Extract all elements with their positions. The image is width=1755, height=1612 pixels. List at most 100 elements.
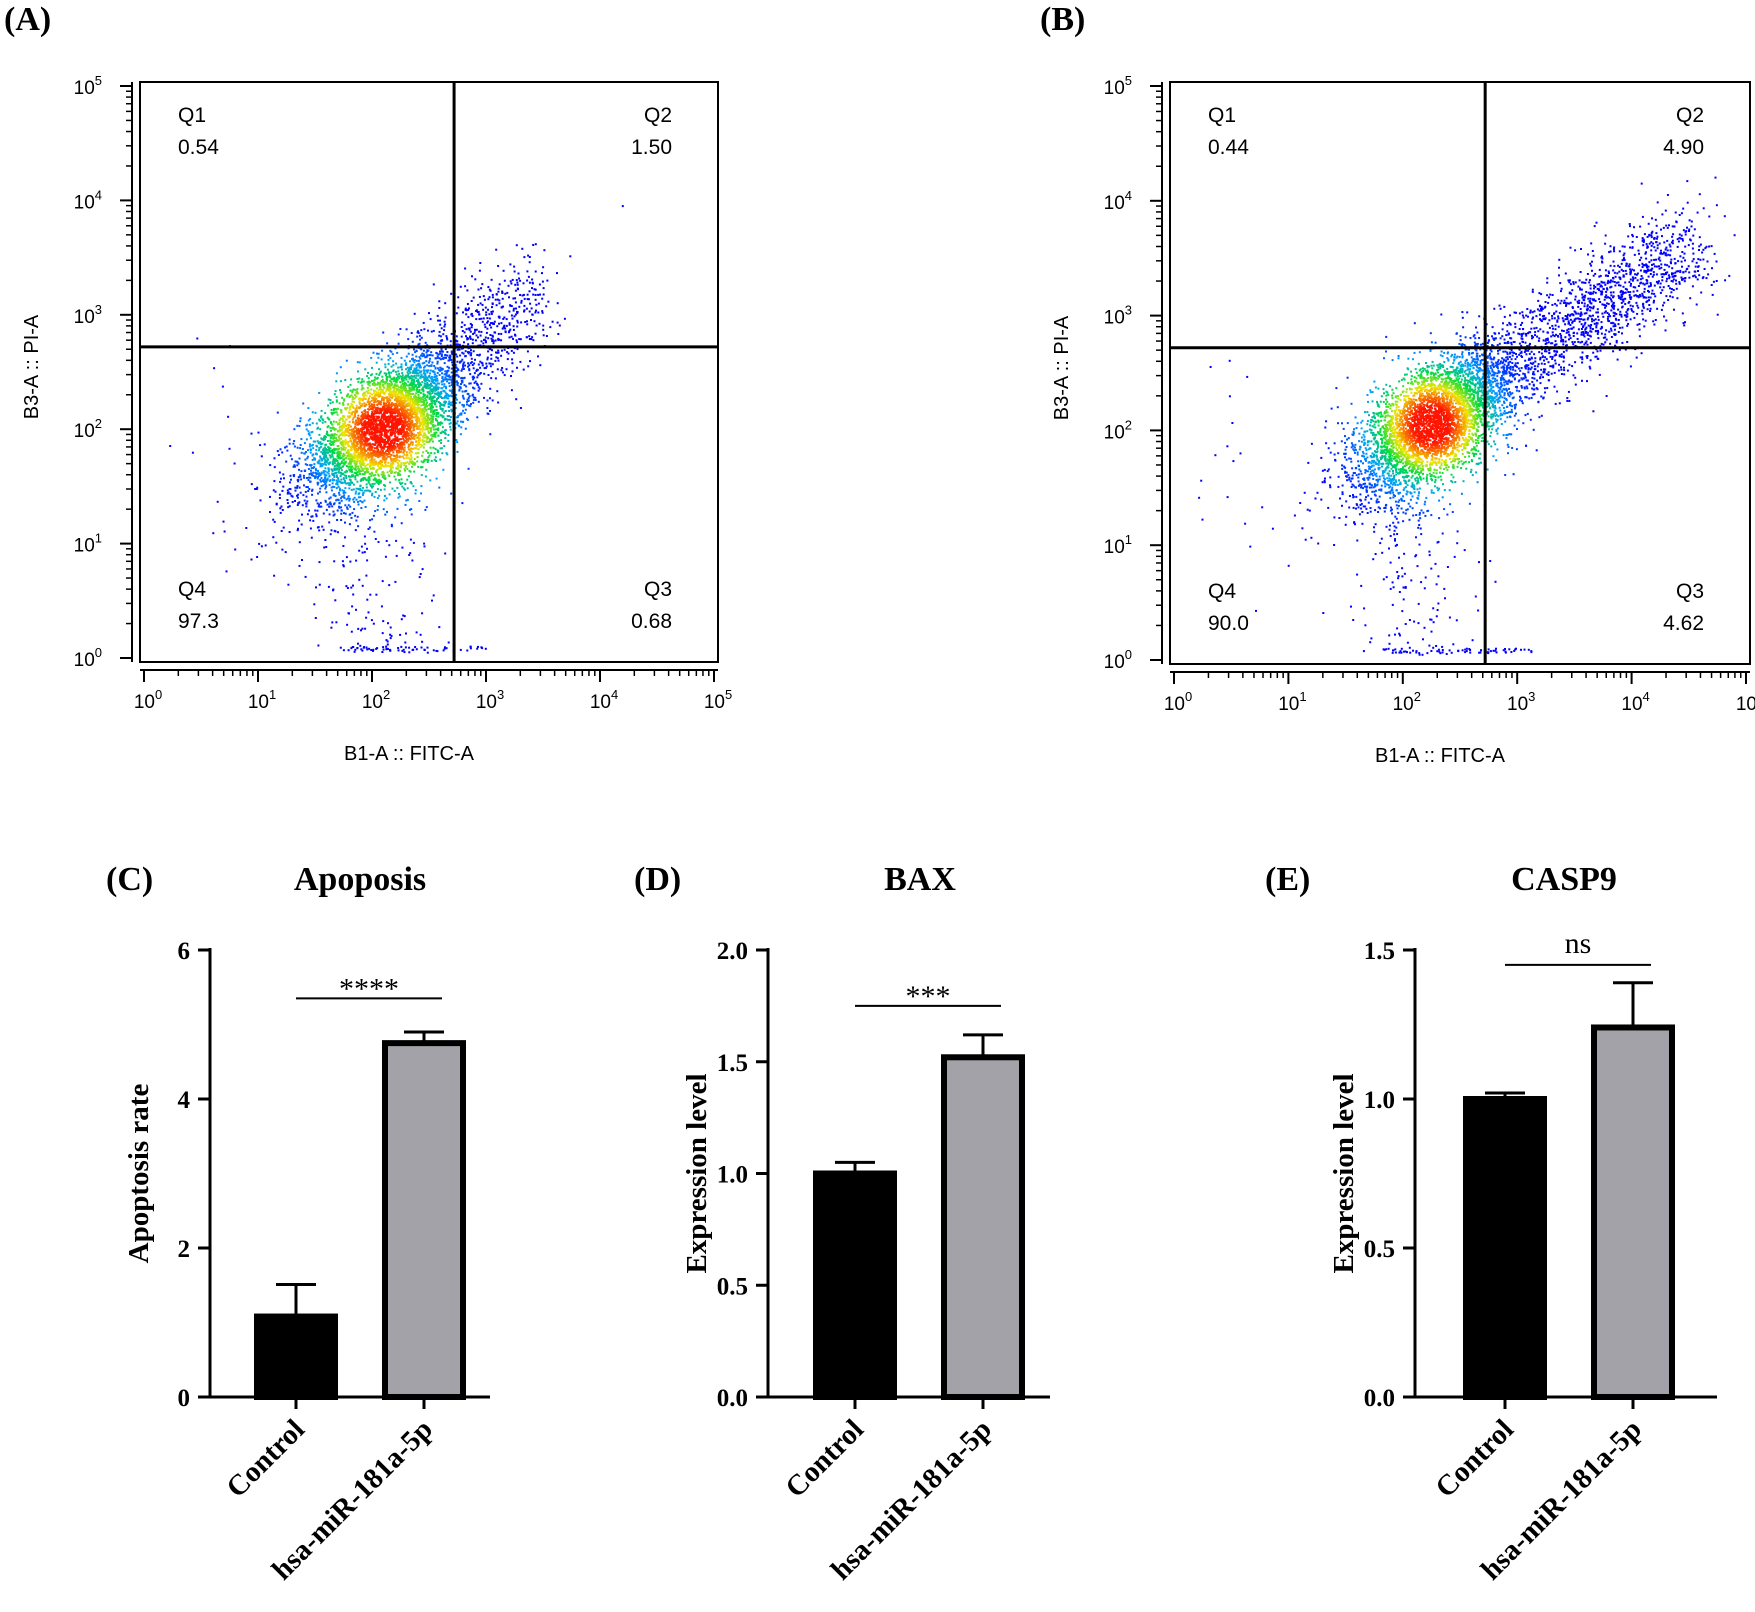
scatter-point xyxy=(347,504,350,507)
scatter-point xyxy=(337,452,340,455)
scatter-point xyxy=(348,424,351,427)
scatter-point xyxy=(333,434,336,437)
scatter-point xyxy=(388,394,391,397)
scatter-point xyxy=(417,443,420,446)
scatter-point xyxy=(303,476,306,479)
scatter-point xyxy=(337,499,340,502)
scatter-point xyxy=(400,396,403,399)
scatter-point xyxy=(405,368,408,371)
scatter-point xyxy=(385,436,388,439)
scatter-point xyxy=(391,423,394,426)
scatter-point xyxy=(409,417,411,420)
scatter-point xyxy=(374,477,377,480)
scatter-point xyxy=(391,470,394,473)
scatter-point xyxy=(319,505,321,508)
scatter-point xyxy=(338,501,341,504)
scatter-point xyxy=(357,467,360,470)
scatter-point xyxy=(290,478,292,481)
scatter-point xyxy=(395,390,398,393)
scatter-point xyxy=(349,437,352,440)
scatter-point xyxy=(435,388,438,391)
scatter-point xyxy=(428,397,431,399)
scatter-point xyxy=(419,338,422,341)
scatter-point xyxy=(338,447,340,450)
scatter-point xyxy=(367,528,370,530)
scatter-point xyxy=(421,352,424,355)
scatter-point xyxy=(341,481,344,484)
scatter-point xyxy=(396,351,399,354)
scatter-point xyxy=(333,469,336,471)
scatter-point xyxy=(343,474,346,477)
scatter-point xyxy=(370,467,372,470)
scatter-point xyxy=(361,489,364,492)
scatter-point xyxy=(289,474,292,477)
scatter-point xyxy=(431,440,434,443)
scatter-point xyxy=(481,283,484,286)
scatter-point xyxy=(425,403,428,406)
scatter-point xyxy=(312,440,315,443)
scatter-point xyxy=(318,433,321,436)
scatter-point xyxy=(348,468,351,471)
scatter-point xyxy=(335,438,338,441)
scatter-point xyxy=(366,401,369,403)
scatter-point xyxy=(495,293,498,296)
scatter-point xyxy=(328,480,331,483)
scatter-point xyxy=(421,454,424,457)
scatter-point xyxy=(352,483,355,486)
scatter-point xyxy=(420,474,423,477)
plot-frame xyxy=(139,81,719,663)
scatter-point xyxy=(423,384,426,387)
scatter-point xyxy=(460,383,462,385)
scatter-point xyxy=(448,400,451,403)
scatter-point xyxy=(357,418,359,421)
scatter-point xyxy=(350,447,353,450)
scatter-point xyxy=(406,435,409,438)
scatter-point xyxy=(307,430,310,433)
scatter-point xyxy=(330,450,332,453)
scatter-point xyxy=(419,446,422,449)
scatter-point xyxy=(376,387,378,390)
scatter-point xyxy=(380,467,382,470)
scatter-point xyxy=(423,432,426,435)
scatter-point xyxy=(329,501,332,504)
scatter-point xyxy=(421,466,424,469)
scatter-point xyxy=(401,389,404,392)
scatter-point xyxy=(464,427,467,430)
scatter-point xyxy=(401,427,404,430)
scatter-point xyxy=(411,441,414,444)
scatter-point xyxy=(420,421,423,424)
scatter-point xyxy=(360,470,362,473)
scatter-point xyxy=(484,306,487,309)
scatter-point xyxy=(396,444,399,447)
scatter-point xyxy=(321,459,324,462)
scatter-point xyxy=(372,438,375,441)
scatter-point xyxy=(446,415,449,417)
scatter-point xyxy=(349,459,352,462)
scatter-point xyxy=(541,311,544,314)
scatter-point xyxy=(351,470,354,473)
scatter-point xyxy=(309,519,312,522)
scatter-point xyxy=(317,481,320,484)
scatter-point xyxy=(395,378,398,381)
scatter-point xyxy=(305,451,307,453)
scatter-point xyxy=(434,428,437,431)
scatter-point xyxy=(427,407,430,410)
scatter-point xyxy=(310,464,313,467)
scatter-point xyxy=(363,454,366,457)
scatter-point xyxy=(421,444,424,447)
scatter-point xyxy=(437,421,439,424)
scatter-point xyxy=(379,431,382,434)
scatter-point xyxy=(405,465,408,467)
scatter-point xyxy=(386,409,389,412)
scatter-point xyxy=(531,336,534,339)
scatter-point xyxy=(400,445,402,448)
scatter-point xyxy=(362,454,365,457)
scatter-point xyxy=(394,383,397,386)
scatter-point xyxy=(363,450,366,453)
scatter-point xyxy=(404,394,407,397)
scatter-point xyxy=(410,458,413,461)
scatter-point xyxy=(350,413,353,416)
scatter-point xyxy=(396,443,399,445)
scatter-point xyxy=(426,418,429,421)
scatter-point xyxy=(435,405,438,408)
